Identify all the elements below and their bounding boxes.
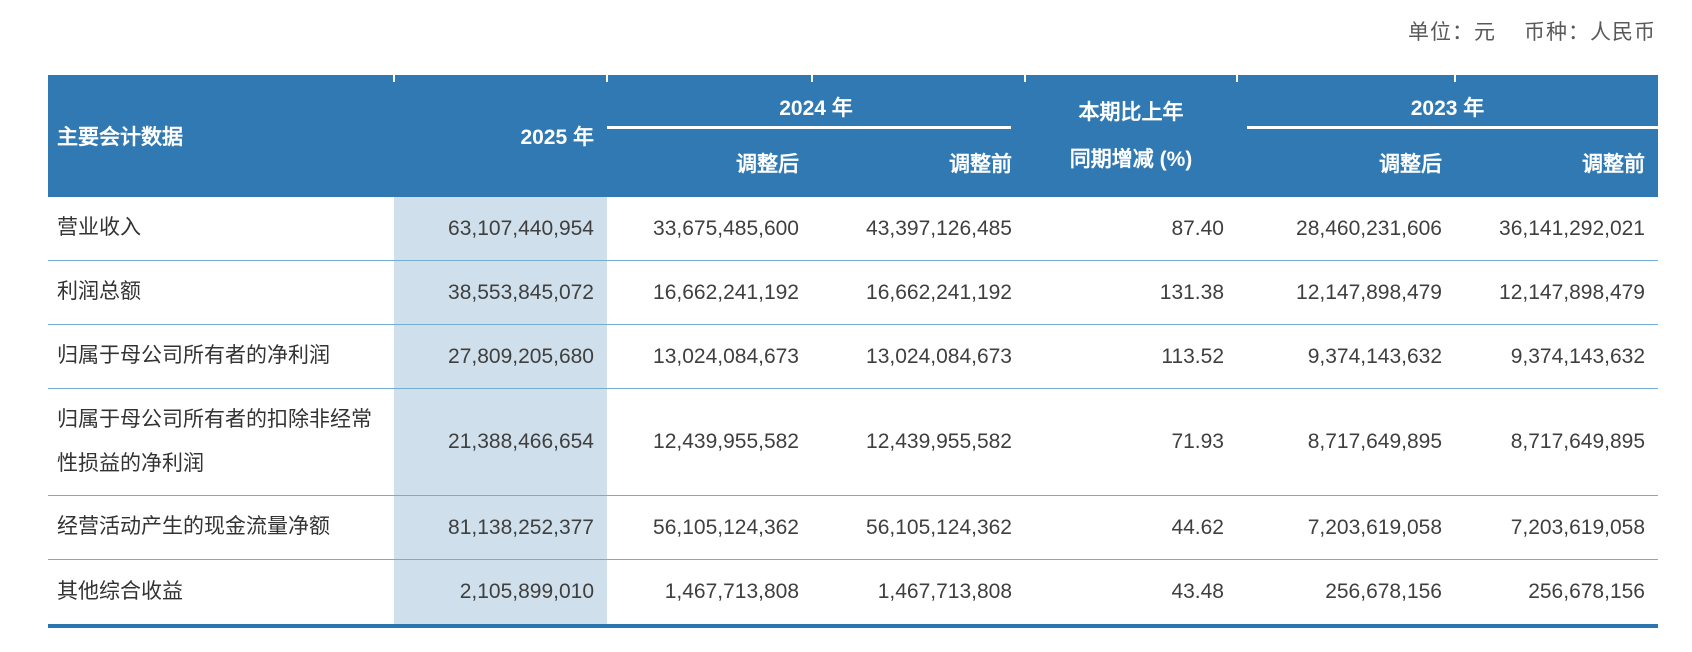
header-column-tick	[1024, 75, 1026, 82]
header-column-tick	[606, 75, 608, 82]
cell-change-percent: 43.48	[1171, 580, 1224, 603]
cell-change-percent: 71.93	[1171, 430, 1224, 453]
cell-2024-before-value: 1,467,713,808	[877, 580, 1012, 603]
cell-2024-before-value: 16,662,241,192	[866, 280, 1012, 304]
cell-2024-adjusted-value: 13,024,084,673	[653, 344, 799, 368]
header-year-2024: 2024 年	[779, 97, 853, 120]
cell-change-percent: 131.38	[1159, 280, 1224, 304]
header-group-2023: 2023 年 调整后 调整前	[1237, 75, 1658, 197]
cell-2024-adjusted-value: 33,675,485,600	[653, 216, 799, 240]
header-group-2024: 2024 年 调整后 调整前	[607, 75, 1025, 197]
cell-2023-before-value: 7,203,619,058	[1510, 515, 1645, 539]
header-2024-subcolumns: 调整后 调整前	[607, 129, 1025, 197]
cell-2025-value: 38,553,845,072	[394, 261, 607, 324]
cell-2023-adjusted-value: 9,374,143,632	[1307, 344, 1442, 368]
currency-label: 币种：人民币	[1524, 21, 1656, 44]
header-2023-adjusted: 调整后	[1379, 153, 1442, 176]
header-year-2025: 2025 年	[520, 126, 594, 149]
unit-currency-line: 单位：元 币种：人民币	[1408, 16, 1656, 46]
header-column-tick	[1454, 75, 1456, 82]
cell-change-percent: 113.52	[1161, 344, 1224, 368]
table-header: 主要会计数据 2025 年 2024 年 调整后 调整前 本期比上年 同期增减 …	[48, 75, 1658, 197]
cell-2024-before-value: 56,105,124,362	[866, 515, 1012, 539]
cell-2023-before-value: 36,141,292,021	[1499, 216, 1645, 240]
header-2024-adjusted: 调整后	[736, 153, 799, 176]
table-row: 经营活动产生的现金流量净额 81,138,252,377 56,105,124,…	[48, 496, 1658, 560]
unit-label: 单位：元	[1408, 21, 1496, 44]
cell-2025-value: 2,105,899,010	[394, 560, 607, 624]
header-2023-before-adjustment: 调整前	[1582, 153, 1645, 176]
cell-2024-adjusted-value: 1,467,713,808	[664, 580, 799, 603]
header-2024-divider-line	[607, 126, 1011, 129]
header-main-accounting-data: 主要会计数据	[57, 126, 183, 149]
cell-2024-before-value: 12,439,955,582	[866, 430, 1012, 453]
header-change-line1: 本期比上年	[1078, 101, 1184, 124]
cell-2024-adjusted-value: 56,105,124,362	[653, 515, 799, 539]
cell-2025-value: 27,809,205,680	[394, 325, 607, 388]
table-row: 利润总额 38,553,845,072 16,662,241,192 16,66…	[48, 261, 1658, 325]
row-label: 归属于母公司所有者的扣除非经常性损益的净利润	[57, 407, 372, 475]
row-label: 归属于母公司所有者的净利润	[57, 344, 330, 368]
header-change-line2: 同期增减 (%)	[1069, 148, 1193, 171]
header-year-2023: 2023 年	[1410, 97, 1485, 120]
table-row: 归属于母公司所有者的净利润 27,809,205,680 13,024,084,…	[48, 325, 1658, 389]
cell-2023-adjusted-value: 28,460,231,606	[1296, 216, 1442, 240]
cell-2024-adjusted-value: 12,439,955,582	[653, 430, 799, 453]
cell-2025-value: 81,138,252,377	[394, 496, 607, 559]
cell-change-percent: 44.62	[1171, 515, 1224, 539]
row-label: 利润总额	[57, 280, 141, 304]
cell-2023-before-value: 12,147,898,479	[1499, 280, 1645, 304]
table-row: 归属于母公司所有者的扣除非经常性损益的净利润 21,388,466,654 12…	[48, 389, 1658, 496]
cell-2025-value: 63,107,440,954	[394, 197, 607, 260]
cell-2025-value: 21,388,466,654	[394, 389, 607, 495]
cell-2023-before-value: 9,374,143,632	[1510, 344, 1645, 368]
header-column-tick	[811, 75, 813, 82]
header-2023-subcolumns: 调整后 调整前	[1237, 129, 1658, 197]
header-change-vs-prior-period: 本期比上年 同期增减 (%)	[1025, 75, 1237, 197]
table-row: 其他综合收益 2,105,899,010 1,467,713,808 1,467…	[48, 560, 1658, 624]
cell-2024-before-value: 13,024,084,673	[866, 344, 1012, 368]
cell-change-percent: 87.40	[1171, 216, 1224, 240]
header-column-tick	[1236, 75, 1238, 82]
cell-2023-before-value: 256,678,156	[1528, 580, 1645, 603]
cell-2023-adjusted-value: 256,678,156	[1325, 580, 1442, 603]
cell-2024-adjusted-value: 16,662,241,192	[653, 280, 799, 304]
row-label: 其他综合收益	[57, 579, 183, 603]
cell-2023-adjusted-value: 12,147,898,479	[1296, 280, 1442, 304]
header-2024-before-adjustment: 调整前	[949, 153, 1012, 176]
row-label: 经营活动产生的现金流量净额	[57, 515, 330, 539]
header-2023-divider-line	[1247, 126, 1658, 129]
table-row: 营业收入 63,107,440,954 33,675,485,600 43,39…	[48, 197, 1658, 261]
header-column-tick	[393, 75, 395, 82]
cell-2023-adjusted-value: 8,717,649,895	[1307, 430, 1442, 453]
row-label: 营业收入	[57, 216, 141, 240]
cell-2024-before-value: 43,397,126,485	[866, 216, 1012, 240]
cell-2023-adjusted-value: 7,203,619,058	[1307, 515, 1442, 539]
cell-2023-before-value: 8,717,649,895	[1510, 430, 1645, 453]
key-accounting-data-table: 主要会计数据 2025 年 2024 年 调整后 调整前 本期比上年 同期增减 …	[48, 75, 1658, 628]
